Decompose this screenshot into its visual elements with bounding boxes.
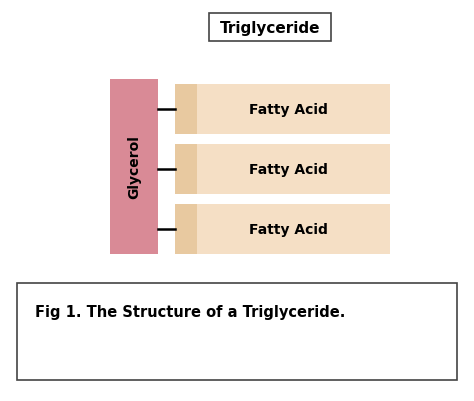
Bar xyxy=(197,85,390,135)
Bar xyxy=(110,80,158,254)
Bar xyxy=(175,205,197,254)
Text: Glycerol: Glycerol xyxy=(127,135,141,199)
FancyBboxPatch shape xyxy=(17,283,457,380)
Text: Fatty Acid: Fatty Acid xyxy=(248,162,328,176)
FancyBboxPatch shape xyxy=(209,14,331,42)
Bar xyxy=(175,85,197,135)
Text: Fatty Acid: Fatty Acid xyxy=(248,223,328,237)
Text: Triglyceride: Triglyceride xyxy=(220,20,320,35)
Bar xyxy=(197,205,390,254)
Bar xyxy=(175,145,197,194)
Text: Fatty Acid: Fatty Acid xyxy=(248,103,328,117)
Bar xyxy=(197,145,390,194)
Text: Fig 1. The Structure of a Triglyceride.: Fig 1. The Structure of a Triglyceride. xyxy=(35,304,346,319)
